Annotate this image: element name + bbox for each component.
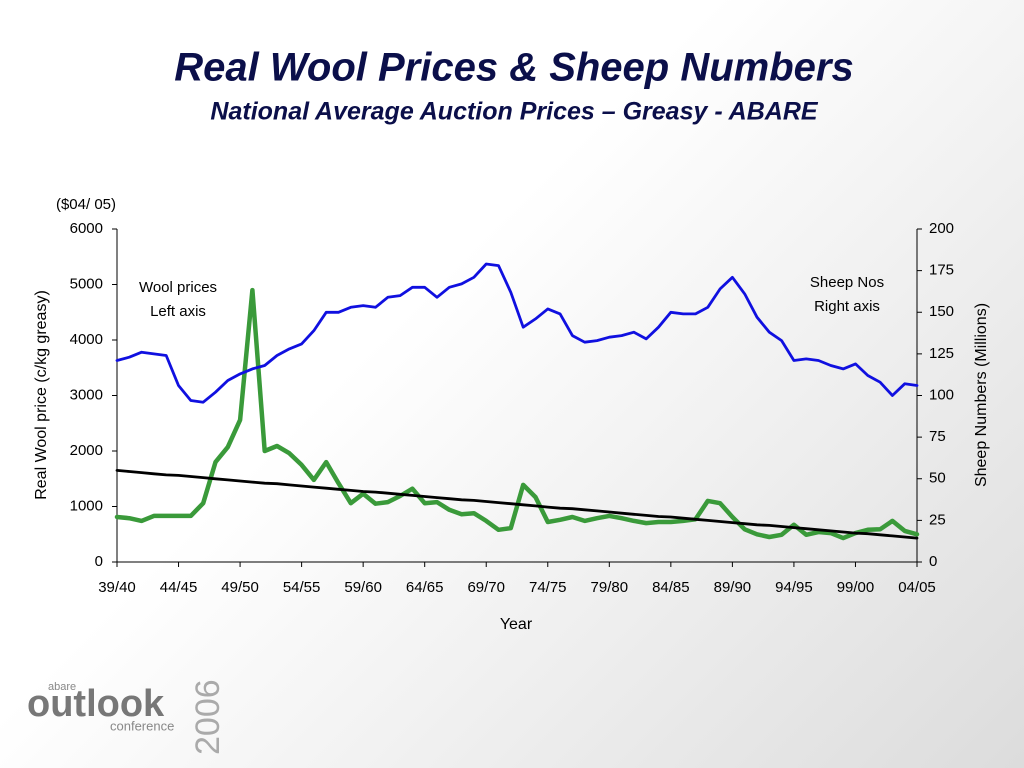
- annotation: Sheep Nos: [810, 274, 884, 291]
- logo-sub: conference: [110, 718, 174, 733]
- y2-tick-label: 150: [929, 303, 954, 320]
- y-tick-label: 4000: [70, 331, 103, 348]
- y2-tick-label: 75: [929, 428, 946, 445]
- logo: abare outlook conference 2006: [27, 679, 227, 755]
- y-tick-label: 3000: [70, 386, 103, 403]
- x-tick-label: 69/70: [467, 579, 505, 596]
- y-tick-label: 0: [95, 553, 103, 570]
- chart-subtitle: National Average Auction Prices – Greasy…: [210, 98, 818, 126]
- series-line: [115, 262, 919, 404]
- x-tick-label: 04/05: [898, 579, 936, 596]
- y2-tick-label: 50: [929, 470, 946, 487]
- y2-tick-label: 0: [929, 553, 937, 570]
- annotation: Left axis: [150, 303, 206, 320]
- x-tick-label: 39/40: [98, 579, 136, 596]
- x-tick-label: 94/95: [775, 579, 813, 596]
- x-tick-label: 89/90: [714, 579, 752, 596]
- x-tick-label: 74/75: [529, 579, 567, 596]
- y-tick-label: 2000: [70, 442, 103, 459]
- logo-small: abare: [48, 681, 76, 693]
- series-line: [114, 287, 920, 541]
- x-tick-label: 79/80: [591, 579, 629, 596]
- series-line: [115, 469, 919, 540]
- y2-tick-label: 100: [929, 386, 954, 403]
- x-tick-label: 84/85: [652, 579, 690, 596]
- x-axis-label: Year: [500, 616, 533, 633]
- y-tick-label: 1000: [70, 497, 103, 514]
- x-tick-label: 59/60: [344, 579, 382, 596]
- x-tick-label: 44/45: [160, 579, 198, 596]
- x-tick-label: 54/55: [283, 579, 321, 596]
- y2-axis-label: Sheep Numbers (Millions): [973, 303, 990, 487]
- chart-title: Real Wool Prices & Sheep Numbers: [174, 46, 853, 90]
- y2-tick-label: 200: [929, 220, 954, 237]
- y-unit-label: ($04/ 05): [56, 196, 116, 213]
- y-tick-label: 5000: [70, 275, 103, 292]
- y-tick-label: 6000: [70, 220, 103, 237]
- x-tick-label: 64/65: [406, 579, 444, 596]
- y2-tick-label: 25: [929, 511, 946, 528]
- annotation: Right axis: [814, 298, 880, 315]
- y2-tick-label: 125: [929, 345, 954, 362]
- logo-main: outlook: [27, 683, 165, 725]
- x-tick-label: 99/00: [837, 579, 875, 596]
- logo-year: 2006: [189, 679, 227, 755]
- x-tick-label: 49/50: [221, 579, 259, 596]
- annotation: Wool prices: [139, 279, 217, 296]
- y-axis-label: Real Wool price (c/kg greasy): [33, 290, 50, 500]
- y2-tick-label: 175: [929, 262, 954, 279]
